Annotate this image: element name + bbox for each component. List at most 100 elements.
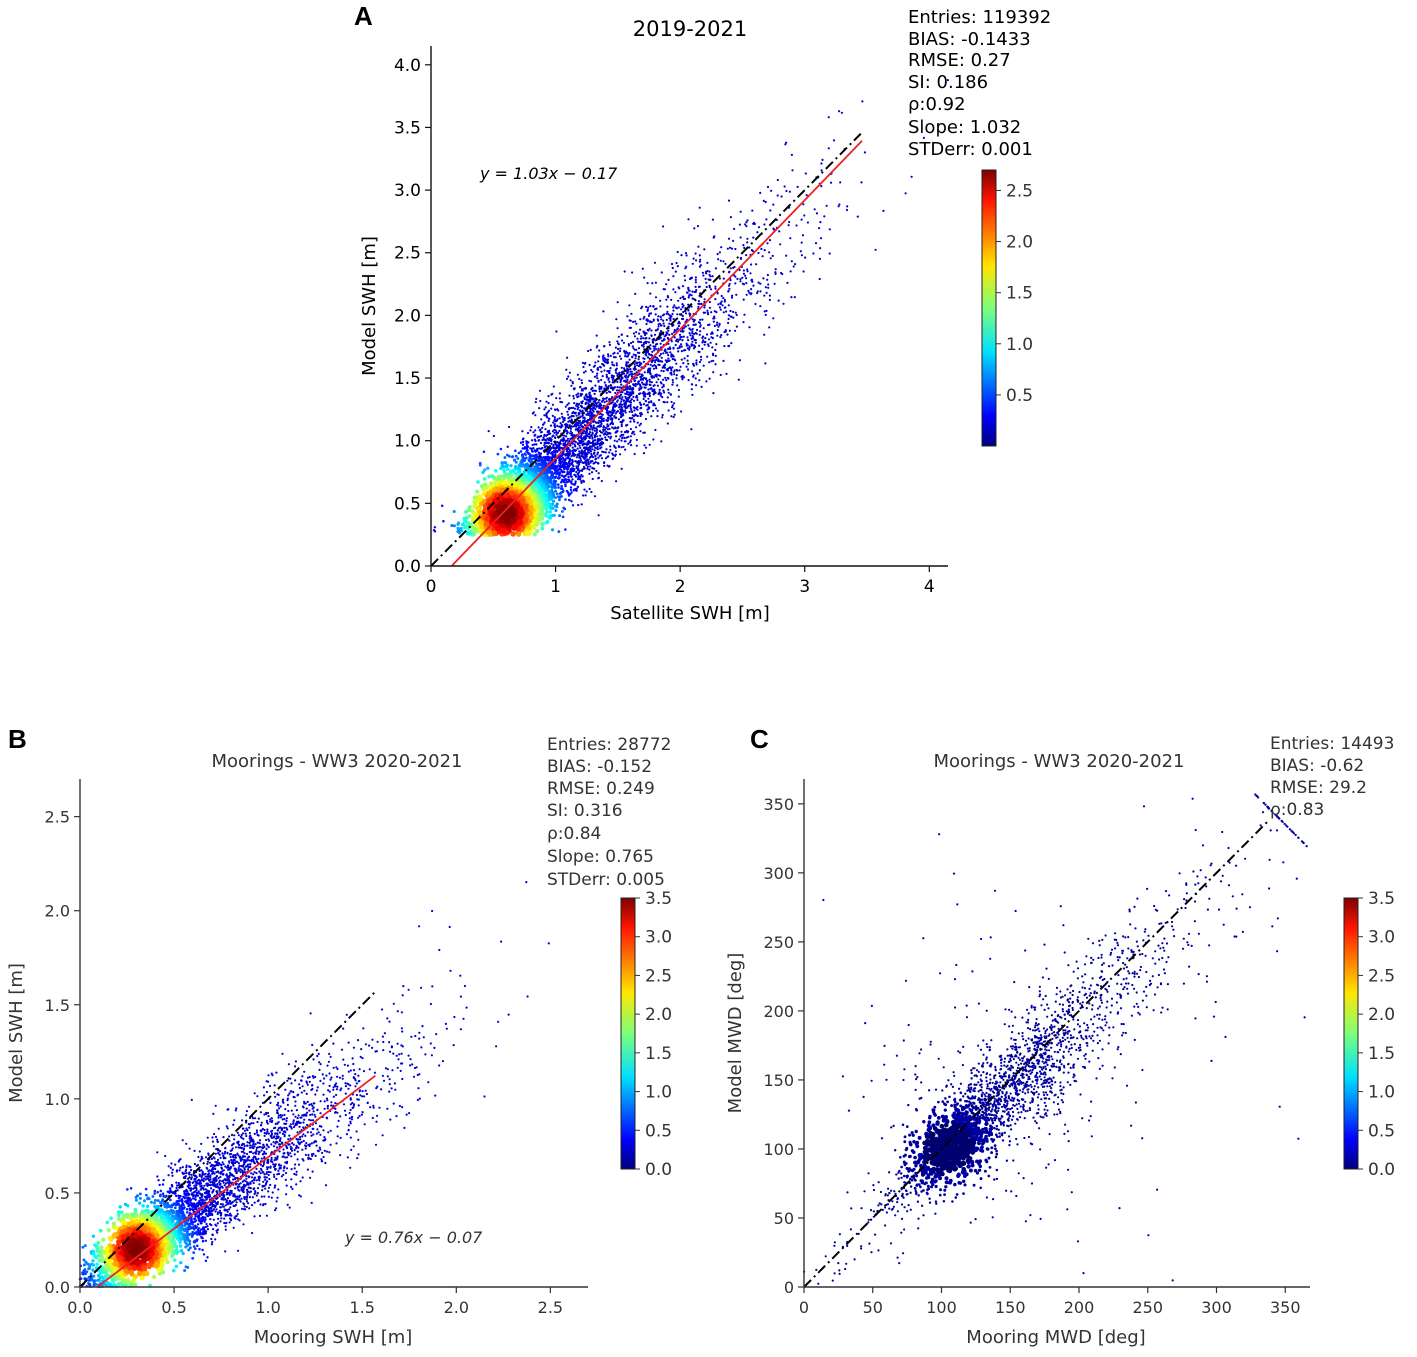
- panel-a-scatter-point: [635, 376, 638, 379]
- panel-a-scatter-point: [541, 462, 544, 466]
- panel-a-scatter-point: [551, 430, 555, 433]
- panel-a-scatter-point: [582, 365, 585, 369]
- panel-a-scatter-point: [543, 414, 546, 417]
- panel-a-scatter-point: [669, 351, 672, 354]
- panel-a-scatter-point: [510, 517, 517, 524]
- panel-a-scatter-point: [649, 305, 652, 308]
- panel-a-scatter-point: [584, 361, 587, 365]
- panel-b-scatter-point: [247, 1168, 250, 1171]
- panel-a-scatter-point: [684, 252, 688, 255]
- panel-a-scatter-point: [615, 364, 619, 367]
- panel-a-scatter-point: [766, 242, 769, 245]
- panel-a-scatter-point: [571, 382, 575, 385]
- panel-a-scatter-point: [546, 433, 549, 437]
- panel-a-stats: Entries: 119392 BIAS: -0.1433 RMSE: 0.27…: [908, 7, 1051, 160]
- panel-a-scatter-point: [727, 284, 731, 287]
- panel-a-scatter-point: [806, 221, 810, 224]
- panel-a-scatter-point: [681, 314, 684, 318]
- panel-a-scatter-point: [716, 321, 719, 324]
- panel-a-scatter-point: [766, 278, 769, 281]
- panel-a-scatter-point: [573, 402, 576, 405]
- panel-a-scatter-point: [856, 215, 859, 218]
- panel-a-scatter-point: [609, 445, 612, 448]
- panel-a-scatter-point: [677, 306, 680, 309]
- panel-a-scatter-point: [792, 265, 795, 268]
- panel-a-scatter-point: [524, 453, 527, 456]
- panel-a-scatter-point: [838, 203, 841, 206]
- panel-a-scatter-point: [615, 362, 618, 365]
- panel-a-scatter-point: [704, 277, 707, 280]
- panel-a-scatter-point: [537, 485, 542, 490]
- panel-a-scatter-point: [700, 302, 703, 305]
- panel-a-scatter-point: [828, 252, 831, 255]
- panel-a-scatter-point: [639, 337, 643, 340]
- panel-a: 2019-2021 0 1 2 3 40.00.51.01.52.02.53.03.54…: [359, 7, 1051, 624]
- panel-b-scatter-point: [296, 1150, 299, 1153]
- panel-a-scatter-point: [778, 230, 781, 233]
- panel-a-scatter-point: [590, 388, 593, 391]
- panel-letter-a: A: [354, 1, 373, 31]
- panel-a-scatter-point: [538, 467, 542, 470]
- panel-a-scatter-point: [540, 458, 544, 462]
- panel-a-scatter-point: [545, 400, 548, 403]
- panel-a-scatter-point: [522, 517, 529, 523]
- panel-a-scatter-point: [602, 451, 605, 454]
- panel-a-scatter-point: [590, 380, 593, 383]
- panel-b-scatter-point: [301, 1135, 304, 1138]
- panel-a-scatter-point: [716, 329, 719, 332]
- panel-a-scatter-point: [602, 310, 605, 313]
- panel-a-scatter-point: [615, 367, 618, 370]
- panel-a-scatter-point: [466, 531, 470, 536]
- panel-a-scatter-point: [545, 493, 549, 497]
- panel-a-y-tick-label: 4.0: [394, 56, 421, 76]
- panel-a-scatter-point: [561, 515, 565, 519]
- panel-a-scatter-point: [703, 298, 706, 301]
- panel-a-scatter-point: [789, 270, 792, 273]
- panel-a-scatter-point: [589, 450, 593, 453]
- panel-a-scatter-point: [565, 368, 568, 371]
- panel-a-scatter-point: [818, 277, 821, 281]
- panel-a-scatter-point: [627, 398, 630, 401]
- panel-a-scatter-point: [526, 431, 530, 435]
- panel-a-scatter-point: [764, 362, 767, 365]
- panel-a-scatter-point: [570, 384, 573, 387]
- panel-a-scatter-point: [569, 444, 572, 447]
- panel-a-scatter-point: [584, 494, 587, 497]
- panel-a-scatter-point: [555, 431, 559, 434]
- panel-a-scatter-point: [598, 349, 601, 352]
- panel-a-scatter-point: [626, 386, 629, 389]
- panel-a-scatter-point: [605, 376, 608, 379]
- panel-a-scatter-point: [666, 295, 669, 298]
- panel-a-scatter-point: [614, 346, 618, 349]
- panel-a-scatter-point: [584, 435, 587, 438]
- panel-b-scatter-point: [371, 1116, 374, 1120]
- panel-a-scatter-point: [633, 433, 636, 436]
- panel-a-scatter-point: [689, 334, 692, 337]
- panel-a-scatter-point: [593, 389, 596, 392]
- panel-a-scatter-point: [599, 441, 602, 445]
- panel-a-scatter-point: [882, 209, 885, 212]
- panel-b-scatter-point: [174, 1194, 178, 1198]
- panel-a-scatter-point: [579, 392, 582, 396]
- panel-a-scatter-point: [558, 429, 561, 433]
- panel-b-scatter-point: [213, 1132, 216, 1136]
- panel-b-scatter-point: [275, 1177, 278, 1180]
- panel-a-scatter-point: [614, 427, 617, 430]
- panel-a-scatter-point: [712, 320, 715, 323]
- panel-a-scatter-point: [610, 414, 613, 417]
- panel-a-scatter-point: [616, 340, 619, 343]
- panel-a-scatter-point: [648, 337, 651, 340]
- panel-a-scatter-point: [691, 262, 694, 265]
- panel-a-scatter-point: [607, 412, 610, 415]
- panel-a-scatter-point: [662, 389, 665, 392]
- panel-a-scatter-point: [585, 490, 588, 493]
- panel-a-scatter-point: [553, 416, 556, 419]
- panel-a-scatter-point: [486, 529, 492, 535]
- panel-a-scatter-point: [819, 247, 822, 250]
- panel-a-scatter-point: [586, 426, 589, 429]
- panel-a-scatter-point: [671, 357, 674, 361]
- panel-a-scatter-point: [623, 436, 626, 440]
- panel-a-scatter-point: [684, 279, 687, 282]
- panel-a-scatter-point: [691, 318, 695, 321]
- panel-a-scatter-point: [545, 414, 548, 417]
